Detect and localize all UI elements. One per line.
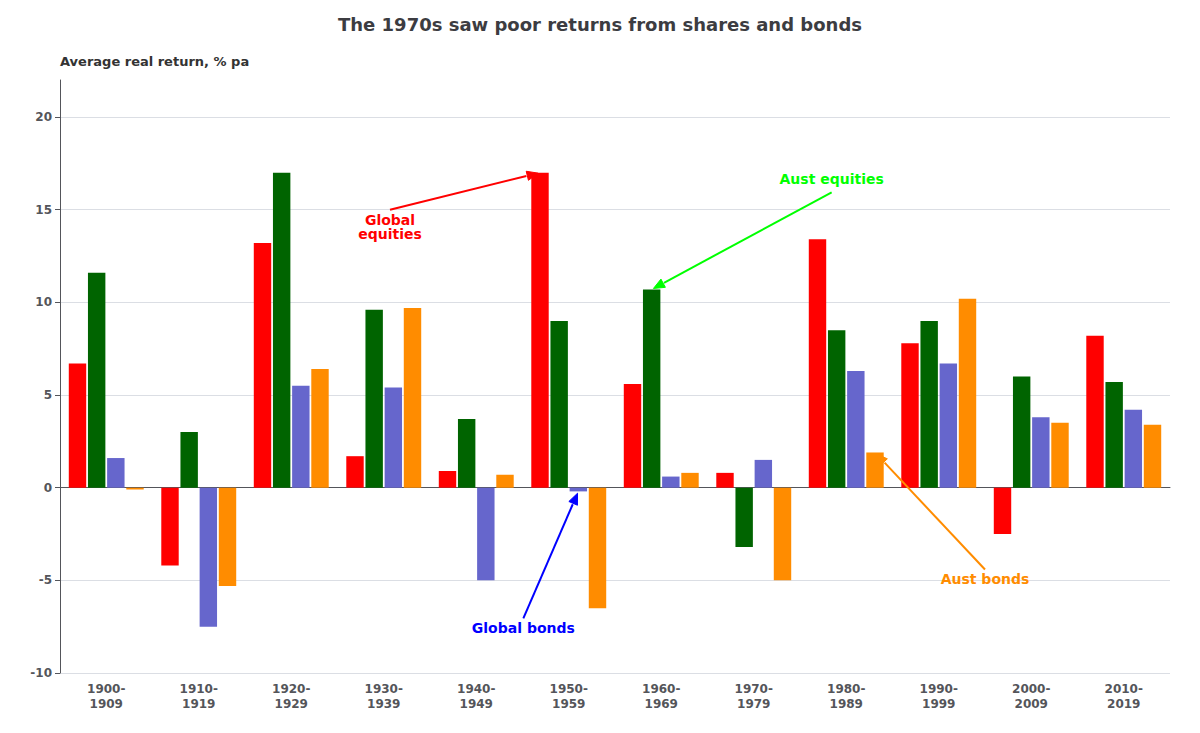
svg-text:5: 5 (44, 388, 52, 402)
svg-text:1919: 1919 (182, 697, 215, 711)
svg-text:Average real return, % pa: Average real return, % pa (60, 54, 249, 69)
svg-text:1980-: 1980- (827, 682, 865, 696)
svg-text:1969: 1969 (645, 697, 678, 711)
svg-text:1970-: 1970- (735, 682, 773, 696)
svg-text:1939: 1939 (367, 697, 400, 711)
svg-text:-10: -10 (30, 666, 52, 680)
svg-text:1990-: 1990- (920, 682, 958, 696)
svg-text:Global: Global (364, 211, 416, 228)
svg-text:1950-: 1950- (550, 682, 588, 696)
svg-text:The 1970s saw poor returns fro: The 1970s saw poor returns from shares a… (338, 14, 862, 35)
svg-text:1949: 1949 (460, 697, 493, 711)
svg-text:1909: 1909 (90, 697, 123, 711)
svg-text:1989: 1989 (830, 697, 863, 711)
svg-text:1940-: 1940- (457, 682, 495, 696)
svg-text:1959: 1959 (552, 697, 585, 711)
svg-text:equities: equities (358, 226, 422, 242)
svg-text:Aust bonds: Aust bonds (941, 571, 1030, 587)
svg-text:-5: -5 (39, 573, 52, 587)
svg-text:1900-: 1900- (87, 682, 125, 696)
svg-text:1930-: 1930- (365, 682, 403, 696)
svg-text:1929: 1929 (275, 697, 308, 711)
svg-text:1979: 1979 (737, 697, 770, 711)
svg-text:Global bonds: Global bonds (472, 620, 575, 636)
svg-text:2000-: 2000- (1012, 682, 1050, 696)
svg-text:15: 15 (35, 203, 52, 217)
svg-text:2010-: 2010- (1105, 682, 1143, 696)
svg-text:1920-: 1920- (272, 682, 310, 696)
svg-text:10: 10 (35, 295, 52, 309)
svg-text:1999: 1999 (922, 697, 955, 711)
svg-text:Aust equities: Aust equities (780, 171, 884, 187)
svg-text:0: 0 (44, 481, 52, 495)
svg-text:2019: 2019 (1107, 697, 1140, 711)
svg-text:20: 20 (35, 110, 52, 124)
svg-text:2009: 2009 (1015, 697, 1048, 711)
svg-text:1910-: 1910- (180, 682, 218, 696)
svg-text:1960-: 1960- (642, 682, 680, 696)
